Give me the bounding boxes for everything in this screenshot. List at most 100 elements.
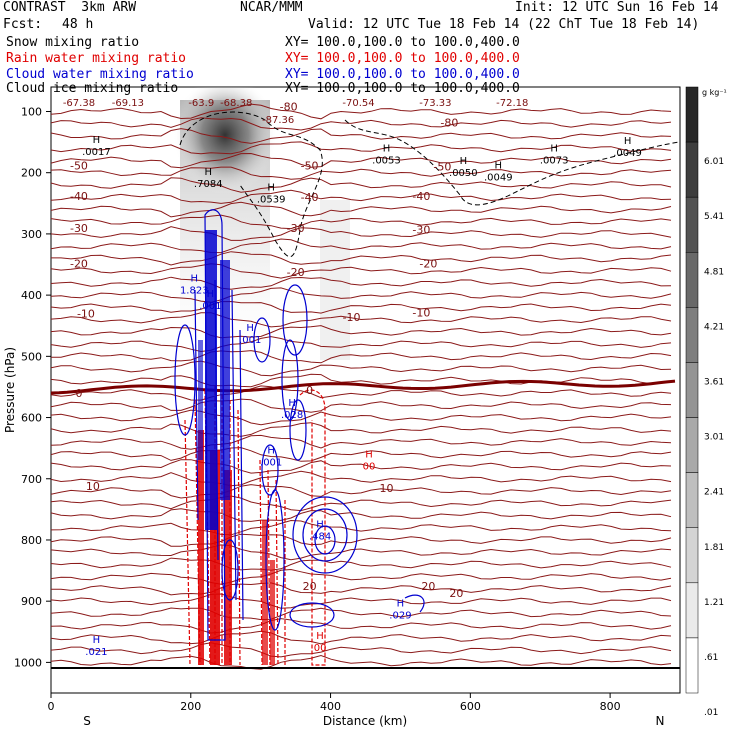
extrema-value: .0017: [82, 147, 111, 158]
field-cloudwater-xy: XY= 100.0,100.0 to 100.0,400.0: [285, 67, 520, 82]
extrema-mark: H: [207, 289, 215, 300]
cloud-water-dense: [198, 230, 230, 530]
colorbar-label: .61: [704, 653, 718, 663]
extrema-mark: H: [316, 631, 324, 642]
y-axis: 100 200 300 400 500 600 700 800 900 1000: [14, 105, 51, 669]
isotherm-label: 0: [75, 387, 82, 400]
snow-light-shade: [320, 200, 350, 360]
x-tick-label: 200: [180, 700, 201, 713]
y-tick-label: 300: [21, 228, 42, 241]
fcst-label: Fcst:: [3, 17, 43, 32]
colorbar-label: 3.61: [704, 377, 724, 387]
extrema-value: .028: [281, 410, 303, 421]
x-axis-label: Distance (km): [323, 714, 407, 728]
isotherm-label: 20: [449, 587, 463, 600]
extrema-mark: H: [246, 323, 254, 334]
top-value: -68.38: [220, 98, 252, 109]
top-value: -87.36: [262, 115, 294, 126]
y-tick-label: 600: [21, 412, 42, 425]
isotherm-line: [51, 409, 672, 426]
isotherm-line: [51, 300, 672, 314]
extrema-value: .0053: [372, 156, 401, 167]
zero-isotherm: [51, 379, 676, 395]
isotherm-line: [51, 276, 672, 290]
extrema-value: .029: [389, 610, 411, 621]
isotherm-line: [51, 166, 672, 180]
top-value: -72.18: [496, 98, 528, 109]
isotherm-label: -50: [70, 159, 88, 172]
extrema-value: .0050: [449, 168, 478, 179]
isotherm-label: -80: [440, 117, 458, 130]
colorbar-swatch: [685, 196, 699, 253]
field-snow-xy: XY= 100.0,100.0 to 100.0,400.0: [285, 35, 520, 50]
isotherm-label: -20: [287, 266, 305, 279]
colorbar-swatch: [685, 252, 699, 308]
isotherm-line: [51, 312, 672, 328]
field-cloudice-xy: XY= 100.0,100.0 to 100.0,400.0: [285, 81, 520, 96]
isotherm-line: [51, 251, 672, 266]
cloud-water-contours: [174, 209, 425, 641]
isotherm-line: [51, 398, 672, 413]
fcst-value: 48 h: [62, 17, 94, 32]
extrema-value: .0049: [484, 173, 513, 184]
isotherm-line: [51, 287, 672, 303]
isotherm-label: 0: [306, 384, 313, 397]
isotherm-label: -10: [343, 311, 361, 324]
isotherm-line: [51, 630, 672, 645]
cloud-ice-contour: [179, 111, 680, 258]
isotherm-label: -20: [419, 257, 437, 270]
isotherm-line: [51, 373, 672, 388]
isotherm-line: [51, 226, 672, 241]
colorbar-label: 4.21: [704, 322, 724, 332]
top-value: -63.9: [188, 98, 214, 109]
y-tick-label: 400: [21, 289, 42, 302]
isotherm-label: -40: [301, 191, 319, 204]
field-rain-name: Rain water mixing ratio: [6, 51, 187, 66]
extrema-value: 00: [363, 462, 376, 473]
isotherm-line: [51, 117, 672, 131]
isotherm-label: 20: [303, 580, 317, 593]
isotherm-line: [51, 519, 672, 536]
init-time: Init: 12 UTC Sun 16 Feb 14: [515, 0, 719, 15]
top-values-row: -67.38 -69.13 -63.9 -68.38 -70.54 -73.33 -72.1…: [63, 98, 529, 126]
extrema-mark: H: [383, 144, 391, 155]
x-tick-label: 0: [48, 700, 55, 713]
isotherm-line: [51, 447, 672, 462]
isotherm-label: -30: [412, 224, 430, 237]
extrema-mark: H: [365, 450, 373, 461]
extrema-mark: H: [316, 519, 324, 530]
isotherm-line: [51, 582, 672, 596]
isotherm-line: [51, 654, 672, 670]
y-tick-label: 800: [21, 534, 42, 547]
south-label: S: [83, 714, 91, 728]
isotherm-line: [51, 544, 672, 561]
isotherm-line: [51, 385, 672, 401]
rain-water-dense: [198, 430, 275, 665]
isotherm-line: [51, 459, 672, 474]
isotherm-line: [51, 434, 672, 450]
extrema-value: .0073: [540, 156, 569, 167]
field-rain-xy: XY= 100.0,100.0 to 100.0,400.0: [285, 51, 520, 66]
isotherm-line: [51, 152, 672, 169]
isotherm-label: -50: [301, 159, 319, 172]
colorbar-swatch: [685, 86, 699, 143]
isotherm-label: -10: [77, 307, 95, 320]
isotherm-line: [51, 642, 672, 658]
extrema-mark: H: [191, 273, 199, 284]
isotherm-line: [51, 201, 672, 218]
isotherm-label: -40: [70, 190, 88, 203]
extrema-value: .0049: [613, 148, 642, 159]
top-value: -70.54: [342, 98, 374, 109]
isotherm-line: [51, 238, 672, 254]
isotherm-line: [51, 618, 672, 634]
extrema-value: .7084: [194, 179, 223, 190]
extrema-mark: H: [624, 136, 632, 147]
extrema-value: 1.823: [180, 285, 209, 296]
isotherm-label: -50: [433, 161, 451, 174]
isotherm-line: [51, 141, 672, 155]
center-title: NCAR/MMM: [240, 0, 303, 15]
colorbar-swatch: [685, 307, 699, 363]
isotherm-line: [51, 593, 672, 609]
extrema-mark: H: [460, 156, 468, 167]
